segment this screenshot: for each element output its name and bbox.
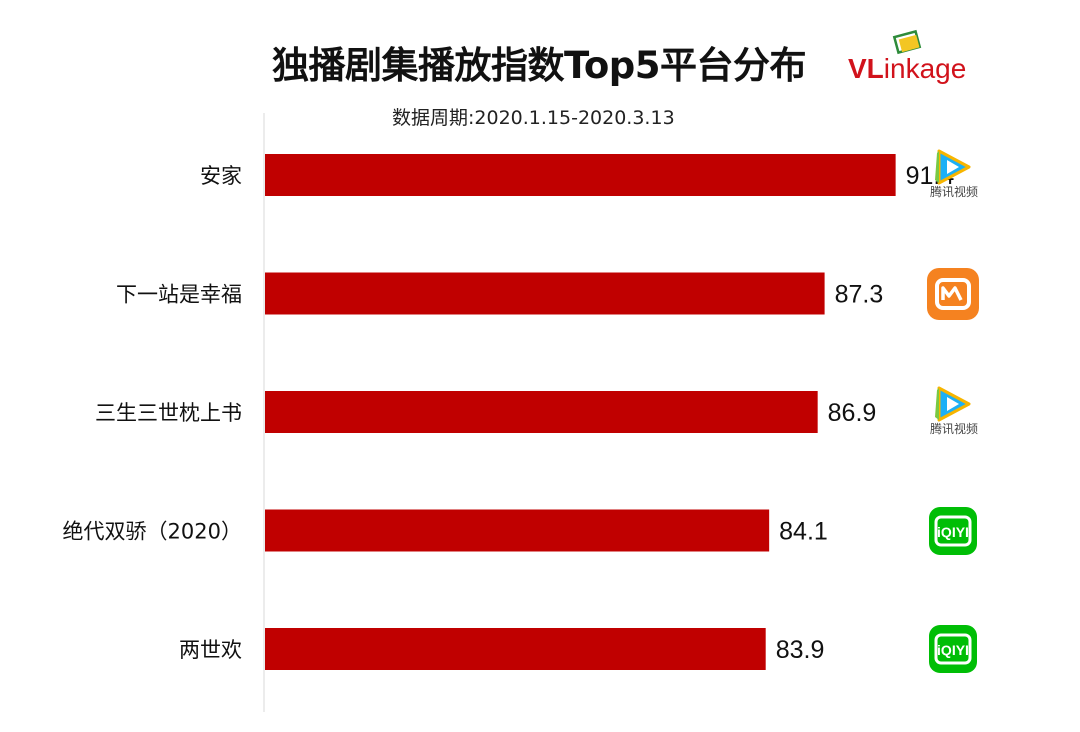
bar-2 [265, 391, 818, 433]
vlinkage-mark-icon [892, 29, 922, 55]
value-label-4: 83.9 [776, 636, 825, 664]
category-label-0: 安家 [200, 164, 242, 188]
value-label-1: 87.3 [835, 281, 884, 309]
iqiyi-icon: iQIYI [925, 503, 981, 559]
bar-3 [265, 509, 770, 552]
iqiyi-icon: iQIYI [925, 621, 981, 677]
brand-primary: VL [848, 53, 884, 84]
mgtv-icon [925, 266, 981, 322]
category-label-4: 两世欢 [179, 638, 242, 662]
bar-4 [265, 628, 766, 670]
vlinkage-wordmark: VLinkage [848, 52, 966, 86]
bar-1 [265, 272, 825, 315]
category-label-1: 下一站是幸福 [116, 283, 242, 307]
platform-caption: 腾讯视频 [929, 185, 978, 199]
category-label-2: 三生三世枕上书 [95, 401, 242, 425]
value-label-2: 86.9 [828, 399, 877, 427]
chart-title: 独播剧集播放指数Top5平台分布 [272, 44, 806, 87]
vlinkage-logo: VLinkage [848, 28, 998, 88]
platform-caption: 腾讯视频 [929, 422, 978, 436]
chart-subtitle: 数据周期:2020.1.15-2020.3.13 [392, 107, 675, 129]
tencent-video-icon: 腾讯视频 [925, 384, 981, 440]
bar-0 [265, 154, 896, 196]
tencent-video-icon: 腾讯视频 [925, 147, 981, 203]
svg-text:iQIYI: iQIYI [937, 524, 969, 540]
category-label-3: 绝代双骄（2020） [63, 520, 242, 544]
value-label-3: 84.1 [779, 518, 828, 546]
brand-secondary: inkage [883, 53, 967, 84]
svg-text:iQIYI: iQIYI [937, 642, 969, 658]
